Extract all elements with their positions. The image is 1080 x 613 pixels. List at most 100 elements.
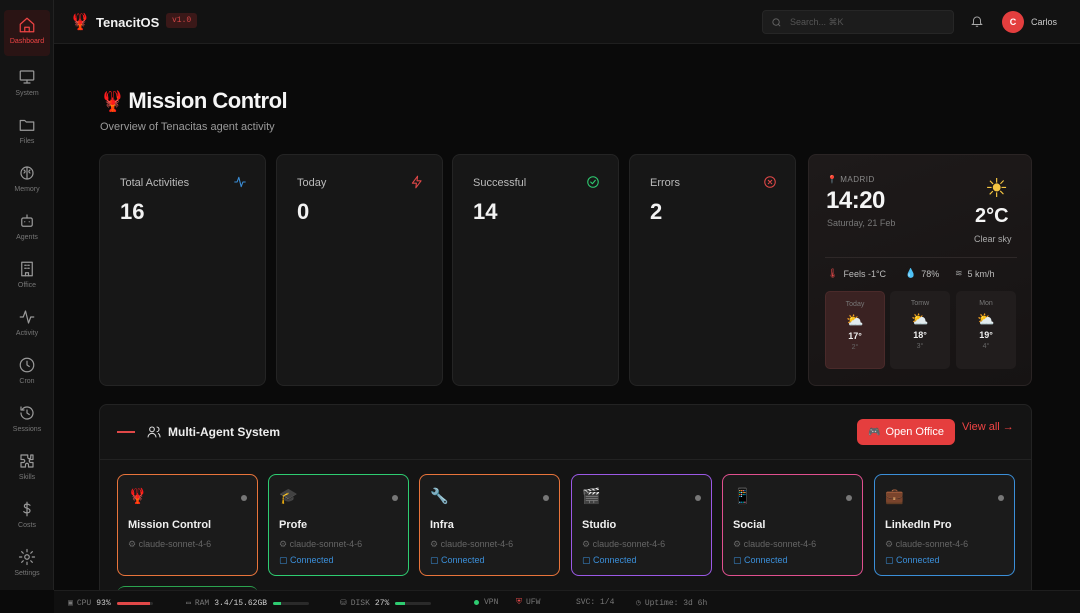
droplet-icon: 💧 xyxy=(905,268,917,278)
page-title: 🦞 Mission Control xyxy=(100,88,288,114)
cpu-icon: ▣ xyxy=(68,599,73,608)
accent-line xyxy=(117,431,135,433)
agent-status: ▢ Connected xyxy=(733,555,788,565)
forecast-label: Mon xyxy=(979,300,993,307)
activity-icon xyxy=(19,310,35,324)
clock-icon xyxy=(19,357,35,373)
stat-label: Today xyxy=(297,177,327,189)
sidebar-item-label: Office xyxy=(17,282,37,289)
status-dot xyxy=(543,495,549,501)
clock-icon: ◷ xyxy=(636,599,641,608)
sidebar-item-memory[interactable]: Memory xyxy=(0,158,54,204)
sidebar-item-label: Skills xyxy=(18,474,36,481)
ufw-status: ⛨ UFW xyxy=(516,598,541,607)
agent-status: ▢ Connected xyxy=(430,555,485,565)
view-all-link[interactable]: View all → xyxy=(962,421,1014,433)
search-input[interactable] xyxy=(790,17,940,27)
status-dot xyxy=(392,495,398,501)
username[interactable]: Carlos xyxy=(1031,17,1058,27)
sidebar-item-files[interactable]: Files xyxy=(0,110,54,156)
agent-status: ▢ Connected xyxy=(582,555,637,565)
sidebar-item-settings[interactable]: Settings xyxy=(0,542,54,588)
sidebar-item-office[interactable]: Office xyxy=(0,254,54,300)
ram-icon: ▭ xyxy=(186,599,191,608)
agent-card-linkedin-pro[interactable]: 💼 LinkedIn Pro ⚙ claude-sonnet-4-6 ▢ Con… xyxy=(874,474,1015,576)
sidebar-item-agents[interactable]: Agents xyxy=(0,206,54,252)
forecast-day: Tomw ⛅ 18° 3° xyxy=(890,291,950,369)
cpu-bar xyxy=(116,601,153,605)
sidebar-item-label: Settings xyxy=(14,570,40,577)
sidebar-item-skills[interactable]: Skills xyxy=(0,446,54,492)
agent-card-mission-control[interactable]: 🦞 Mission Control ⚙ claude-sonnet-4-6 xyxy=(117,474,258,576)
status-bar: ▣ CPU 93% ▭ RAM 3.4/15.62GB ⛁ DISK 27% V… xyxy=(54,590,1080,613)
stat-value: 14 xyxy=(473,199,498,224)
sidebar-item-label: Cron xyxy=(19,378,35,385)
pin-icon: 📍 xyxy=(827,175,838,184)
folder-icon xyxy=(19,119,35,131)
forecast-day: Mon ⛅ 19° 4° xyxy=(956,291,1016,369)
wrench-icon: 🔧 xyxy=(430,488,449,505)
weather-condition: Clear sky xyxy=(974,234,1012,244)
stat-label: Successful xyxy=(473,177,527,189)
version-badge: v1.0 xyxy=(166,13,198,28)
disk-icon: ⛁ xyxy=(340,599,347,608)
sidebar-item-cron[interactable]: Cron xyxy=(0,350,54,396)
notifications-button[interactable] xyxy=(970,14,984,33)
agent-status: ▢ Connected xyxy=(279,555,334,565)
sidebar-item-sessions[interactable]: Sessions xyxy=(0,398,54,444)
sidebar-item-costs[interactable]: Costs xyxy=(0,494,54,540)
divider xyxy=(100,459,1031,460)
lobster-icon: 🦞 xyxy=(128,488,147,505)
partly-cloudy-icon: ⛅ xyxy=(846,312,864,328)
ram-meter: ▭ RAM 3.4/15.62GB xyxy=(186,598,310,608)
svc-status: SVC: 1/4 xyxy=(576,598,615,607)
sidebar-item-activity[interactable]: Activity xyxy=(0,302,54,348)
stat-value: 2 xyxy=(650,199,663,224)
monitor-icon xyxy=(19,70,35,84)
agent-card-infra[interactable]: 🔧 Infra ⚙ claude-sonnet-4-6 ▢ Connected xyxy=(419,474,560,576)
sidebar-item-system[interactable]: System xyxy=(0,62,54,108)
search-icon xyxy=(772,17,781,26)
users-icon xyxy=(147,426,161,438)
weather-time: 14:20 xyxy=(826,187,885,214)
page-subtitle: Overview of Tenacitas agent activity xyxy=(100,121,275,133)
brain-icon xyxy=(20,166,34,180)
forecast-low: 3° xyxy=(916,343,924,350)
forecast-label: Today xyxy=(845,301,865,308)
stat-card-total: Total Activities 16 xyxy=(99,154,266,386)
agent-name: LinkedIn Pro xyxy=(885,519,952,531)
puzzle-icon xyxy=(20,454,34,468)
forecast-high: 17° xyxy=(848,331,862,341)
phone-icon: 📱 xyxy=(733,488,752,505)
avatar[interactable]: C xyxy=(1002,11,1024,33)
sidebar-item-label: Sessions xyxy=(12,426,42,433)
agent-name: Infra xyxy=(430,519,454,531)
stat-card-errors: Errors 2 xyxy=(629,154,796,386)
agent-name: Social xyxy=(733,519,766,531)
agent-card-partial xyxy=(117,586,258,596)
forecast-day: Today ⛅ 17° 2° xyxy=(825,291,885,369)
ram-bar xyxy=(273,601,310,605)
sidebar: Dashboard System Files Memory Agents Off… xyxy=(0,0,54,590)
home-icon xyxy=(19,17,35,33)
disk-bar xyxy=(395,601,432,605)
open-office-button[interactable]: 🎮 Open Office xyxy=(857,419,955,445)
vpn-status: VPN xyxy=(474,598,498,607)
agent-card-profe[interactable]: 🎓 Profe ⚙ claude-sonnet-4-6 ▢ Connected xyxy=(268,474,409,576)
agent-card-social[interactable]: 📱 Social ⚙ claude-sonnet-4-6 ▢ Connected xyxy=(722,474,863,576)
sun-icon: ☀ xyxy=(985,173,1009,203)
history-icon xyxy=(20,406,34,420)
topbar: 🦞 TenacitOS v1.0 C Carlos xyxy=(54,0,1080,44)
sidebar-item-label: System xyxy=(15,90,39,97)
sidebar-item-dashboard[interactable]: Dashboard xyxy=(4,10,50,56)
forecast-low: 4° xyxy=(982,343,990,350)
agent-card-studio[interactable]: 🎬 Studio ⚙ claude-sonnet-4-6 ▢ Connected xyxy=(571,474,712,576)
bell-icon xyxy=(971,16,983,27)
agent-model: ⚙ claude-sonnet-4-6 xyxy=(733,539,817,549)
weather-card: 📍 MADRID 14:20 Saturday, 21 Feb ☀ 2°C Cl… xyxy=(808,154,1032,386)
gear-icon xyxy=(18,548,36,566)
search-box[interactable] xyxy=(762,10,954,34)
lobster-icon: 🦞 xyxy=(100,90,125,113)
stat-card-today: Today 0 xyxy=(276,154,443,386)
page-title-text: Mission Control xyxy=(128,88,288,113)
